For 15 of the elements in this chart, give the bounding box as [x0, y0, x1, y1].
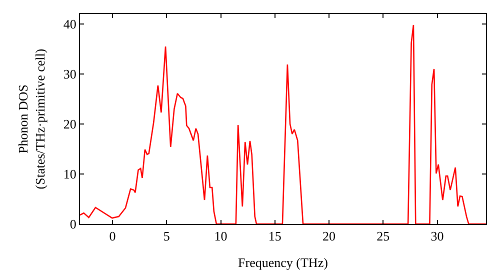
x-axis-title: Frequency (THz) — [238, 255, 328, 270]
x-tick-label: 15 — [268, 228, 282, 244]
x-tick-label: 5 — [163, 228, 170, 244]
x-tick-label: 10 — [214, 228, 228, 244]
y-tick-label: 10 — [63, 166, 76, 182]
x-tick-label: 0 — [109, 228, 116, 244]
y-tick-label: 40 — [63, 16, 76, 32]
x-tick-label: 30 — [430, 228, 444, 244]
x-tick-label: 25 — [376, 228, 390, 244]
y-tick-label: 30 — [63, 66, 76, 82]
y-axis-title: Phonon DOS (States/THz·primitive cell) — [15, 48, 48, 190]
line-series — [80, 24, 486, 224]
y-tick-label: 0 — [70, 216, 76, 232]
y-tick-label: 20 — [63, 116, 76, 132]
x-tick-label: 20 — [322, 228, 336, 244]
